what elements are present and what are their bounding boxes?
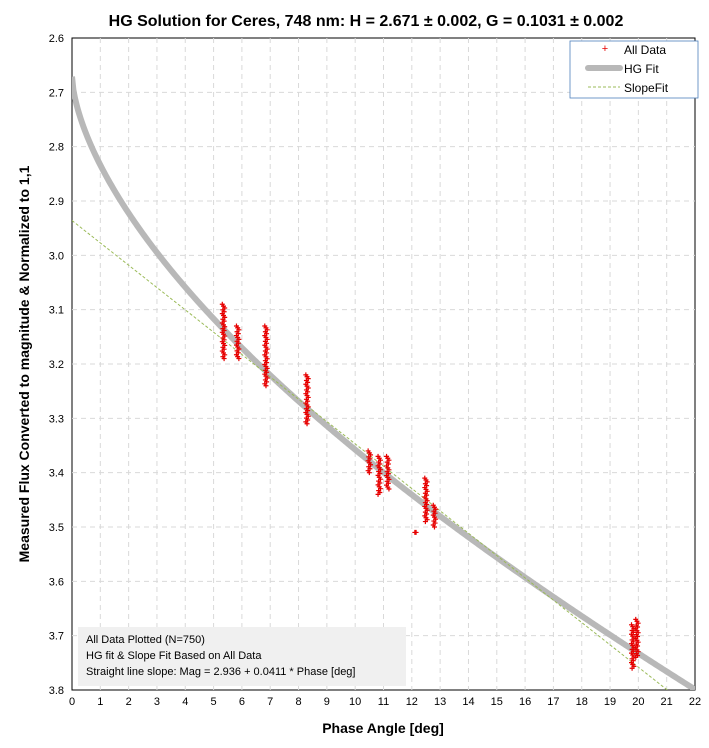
data-point	[304, 421, 310, 427]
fit-note-line-1: All Data Plotted (N=750)	[86, 634, 205, 646]
x-tick-label: 1	[97, 696, 103, 708]
x-tick-label: 22	[689, 696, 701, 708]
x-tick-labels: 0 1 2 3 4 5 6 7 8 9 10 11 12 13 14 15 16 17 18 19 20 21 22	[69, 696, 701, 708]
series-layer	[72, 76, 695, 690]
x-tick-label: 21	[661, 696, 673, 708]
x-tick-label: 0	[69, 696, 75, 708]
data-point	[431, 524, 437, 530]
y-tick-label: 2.9	[49, 196, 64, 208]
data-point	[366, 470, 372, 476]
x-tick-label: 14	[462, 696, 474, 708]
y-tick-label: 3.8	[49, 685, 64, 697]
x-tick-label: 9	[324, 696, 330, 708]
y-tick-label: 3.1	[49, 305, 64, 317]
legend-label-hg-fit: HG Fit	[624, 62, 659, 76]
data-point	[221, 356, 227, 362]
x-tick-label: 5	[211, 696, 217, 708]
data-point	[236, 356, 242, 362]
x-tick-label: 11	[378, 696, 389, 708]
legend: + All Data HG Fit SlopeFit	[569, 40, 699, 99]
hg-fit-curve	[72, 76, 695, 690]
y-tick-label: 3.7	[49, 631, 64, 643]
fit-note-box: All Data Plotted (N=750) HG fit & Slope …	[78, 627, 406, 686]
data-point	[375, 491, 381, 497]
x-tick-label: 13	[434, 696, 446, 708]
x-tick-label: 17	[547, 696, 559, 708]
x-axis-title: Phase Angle [deg]	[322, 720, 444, 736]
x-tick-label: 18	[576, 696, 588, 708]
data-point	[629, 665, 635, 671]
x-tick-label: 16	[519, 696, 531, 708]
data-point	[413, 529, 419, 535]
x-tick-label: 19	[604, 696, 616, 708]
y-tick-label: 2.7	[49, 87, 64, 99]
slope-fit-line	[72, 220, 668, 690]
x-tick-label: 2	[126, 696, 132, 708]
y-tick-label: 3.0	[49, 250, 64, 262]
x-tick-label: 20	[632, 696, 644, 708]
fit-note-line-3: Straight line slope: Mag = 2.936 + 0.041…	[86, 666, 355, 678]
y-tick-label: 3.5	[49, 522, 64, 534]
legend-marker-all-data: +	[602, 43, 608, 55]
data-point	[422, 519, 428, 525]
x-tick-label: 7	[267, 696, 273, 708]
y-tick-label: 3.3	[49, 413, 64, 425]
x-tick-label: 8	[295, 696, 301, 708]
x-tick-label: 3	[154, 696, 160, 708]
data-point	[633, 654, 639, 660]
fit-note-background	[78, 627, 406, 686]
x-tick-label: 15	[491, 696, 503, 708]
legend-label-slope-fit: SlopeFit	[624, 81, 669, 95]
data-point	[386, 486, 392, 492]
y-tick-label: 2.6	[49, 33, 64, 45]
y-axis-title: Measured Flux Converted to magnitude & N…	[16, 165, 32, 562]
legend-label-all-data: All Data	[624, 43, 666, 57]
x-tick-label: 12	[406, 696, 418, 708]
chart-title: HG Solution for Ceres, 748 nm: H = 2.671…	[109, 13, 624, 30]
fit-note-line-2: HG fit & Slope Fit Based on All Data	[86, 650, 262, 662]
x-tick-label: 10	[349, 696, 361, 708]
y-tick-label: 3.6	[49, 576, 64, 588]
y-tick-labels: 2.6 2.7 2.8 2.9 3.0 3.1 3.2 3.3 3.4 3.5 3.6 3.7 3.8	[49, 33, 64, 697]
y-tick-label: 3.4	[49, 468, 64, 480]
x-tick-label: 6	[239, 696, 245, 708]
y-tick-label: 2.8	[49, 142, 64, 154]
data-point	[263, 383, 269, 389]
y-tick-label: 3.2	[49, 359, 64, 371]
x-tick-label: 4	[182, 696, 188, 708]
